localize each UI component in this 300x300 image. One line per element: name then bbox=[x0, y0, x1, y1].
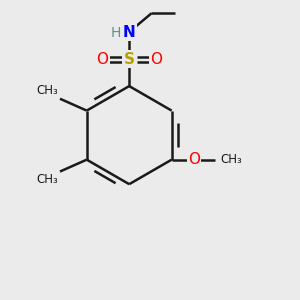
Text: O: O bbox=[96, 52, 108, 67]
Text: CH₃: CH₃ bbox=[221, 153, 242, 166]
Text: N: N bbox=[123, 25, 136, 40]
Text: S: S bbox=[124, 52, 135, 67]
Text: O: O bbox=[150, 52, 162, 67]
Text: H: H bbox=[111, 26, 121, 40]
Text: CH₃: CH₃ bbox=[37, 84, 58, 97]
Text: O: O bbox=[188, 152, 200, 167]
Text: CH₃: CH₃ bbox=[37, 173, 58, 186]
